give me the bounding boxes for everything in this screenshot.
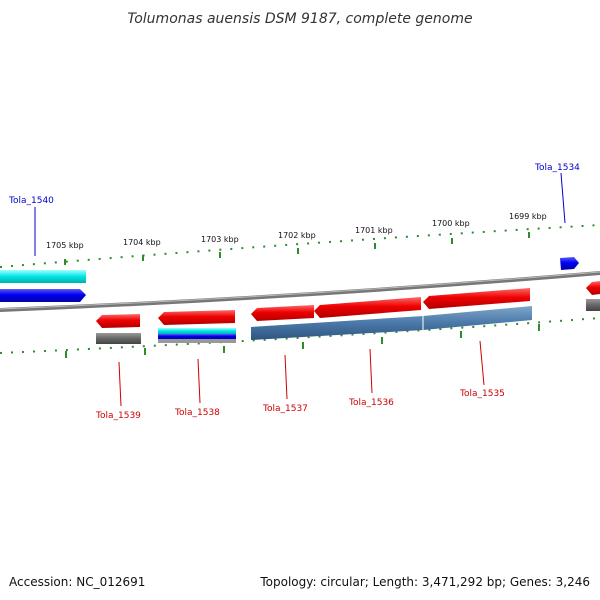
tick-label: 1699 kbp <box>509 212 547 221</box>
gene-forward-strip[interactable] <box>158 334 236 339</box>
gene-arrow-reverse[interactable] <box>314 297 421 318</box>
forward-strand-genes <box>0 257 579 302</box>
gene-arrow-forward[interactable] <box>0 289 86 302</box>
major-tick <box>65 351 67 358</box>
outer-tick-ring <box>0 224 600 268</box>
major-tick <box>297 248 299 254</box>
gene-arrow-reverse[interactable] <box>423 288 530 309</box>
gene-arrow-forward[interactable] <box>560 257 579 270</box>
gene-arrow-reverse[interactable] <box>158 310 235 325</box>
tick-label: 1702 kbp <box>278 231 316 240</box>
reverse-strand-genes <box>96 281 600 344</box>
major-tick <box>142 255 144 261</box>
gene-arrow-reverse[interactable] <box>96 314 140 328</box>
gene-label-tola-1536[interactable]: Tola_1536 <box>348 398 394 408</box>
gene-label-tola-1539[interactable]: Tola_1539 <box>95 411 141 421</box>
major-tick <box>381 337 383 344</box>
major-tick <box>219 252 221 258</box>
major-tick <box>374 243 376 249</box>
major-tick <box>302 342 304 349</box>
gene-pseudo-strip[interactable] <box>158 339 236 343</box>
gene-pseudo-gray[interactable] <box>586 299 600 311</box>
tick-label: 1703 kbp <box>201 235 239 244</box>
tick-label: 1700 kbp <box>432 219 470 228</box>
tick-label: 1701 kbp <box>355 226 393 235</box>
major-tick <box>538 324 540 331</box>
gene-cds-steel[interactable] <box>251 306 532 340</box>
major-tick <box>144 348 146 355</box>
gene-label-tola-1534[interactable]: Tola_1534 <box>534 163 580 173</box>
gene-cds-cyan[interactable] <box>0 270 86 283</box>
gene-label-tola-1540[interactable]: Tola_1540 <box>8 196 54 206</box>
gene-arrow-reverse[interactable] <box>586 281 600 295</box>
gene-label-tola-1535[interactable]: Tola_1535 <box>459 389 505 399</box>
gene-cds-cyan[interactable] <box>158 328 236 334</box>
inner-tick-ring <box>0 317 600 358</box>
genome-summary-text: Topology: circular; Length: 3,471,292 bp… <box>259 575 590 589</box>
major-tick <box>528 232 530 238</box>
major-tick <box>451 238 453 244</box>
gene-label-tola-1538[interactable]: Tola_1538 <box>174 408 220 418</box>
gene-pseudo-gray[interactable] <box>96 333 141 344</box>
label-leaders <box>34 172 566 407</box>
kbp-tick-labels: 1705 kbp 1704 kbp 1703 kbp 1702 kbp 1701… <box>46 212 547 250</box>
tick-label: 1705 kbp <box>46 241 84 250</box>
major-tick <box>223 346 225 353</box>
major-tick <box>460 331 462 338</box>
gene-arrow-reverse[interactable] <box>251 305 314 321</box>
map-title: Tolumonas auensis DSM 9187, complete gen… <box>127 11 472 27</box>
genome-backbone <box>0 271 600 312</box>
major-tick <box>64 259 66 265</box>
tick-label: 1704 kbp <box>123 238 161 247</box>
accession-text: Accession: NC_012691 <box>9 575 145 589</box>
gene-label-tola-1537[interactable]: Tola_1537 <box>262 404 308 414</box>
